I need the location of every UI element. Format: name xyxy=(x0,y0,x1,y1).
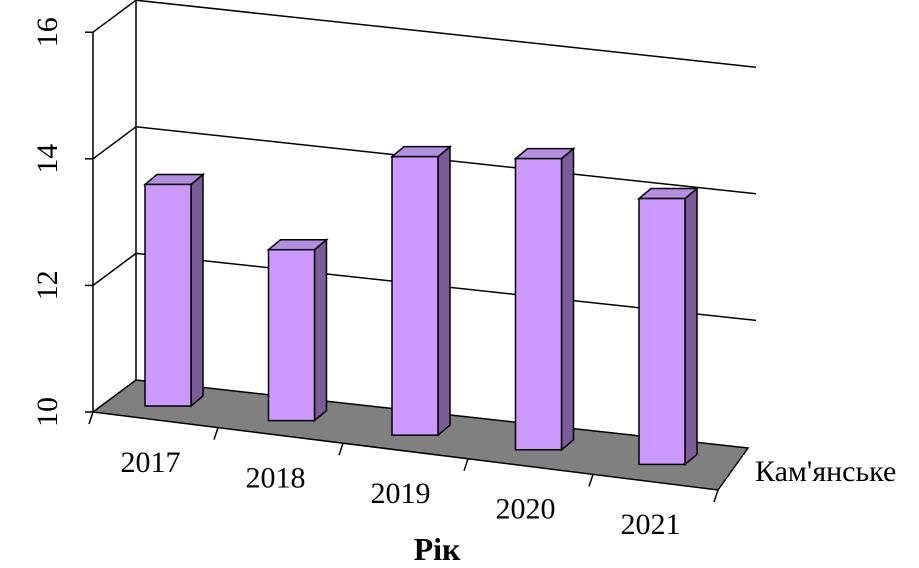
x-tick-label-2018: 2018 xyxy=(246,461,306,494)
x-tick xyxy=(213,427,219,440)
bar-2018 xyxy=(266,238,329,423)
bar-2019 xyxy=(389,145,453,437)
x-tick-label-2020: 2020 xyxy=(496,493,556,526)
y-tick-label: 14 xyxy=(31,144,64,174)
bar-side-2021 xyxy=(684,186,698,467)
bar-front-2019 xyxy=(391,155,439,436)
bar-front-2021 xyxy=(638,197,686,466)
series-label: Кам'янське xyxy=(755,455,896,488)
y-tick-label: 12 xyxy=(31,270,64,300)
gridline-16 xyxy=(135,0,757,68)
x-tick-label-2017: 2017 xyxy=(121,446,181,479)
side-gridline-14 xyxy=(92,126,137,160)
side-gridline-16 xyxy=(92,0,137,33)
bar-front-2020 xyxy=(514,157,563,451)
axes xyxy=(85,0,719,503)
y-tick-label: 16 xyxy=(31,17,64,47)
x-tick xyxy=(88,411,94,425)
bar-front-2017 xyxy=(144,183,192,407)
x-tick xyxy=(338,442,344,456)
side-gridline-12 xyxy=(92,252,137,287)
tick-labels: 10 12 14 16 2017 2018 2019 2020 2021 xyxy=(31,17,681,541)
bar-2021 xyxy=(636,186,700,467)
y-tick-label: 10 xyxy=(31,397,64,427)
x-tick-label-2021: 2021 xyxy=(621,508,681,541)
bar-2020 xyxy=(513,147,576,452)
bars xyxy=(142,145,700,467)
x-tick xyxy=(713,489,719,503)
bar-side-2020 xyxy=(560,147,575,452)
bar-2017 xyxy=(142,172,206,408)
bar-front-2018 xyxy=(267,248,316,422)
x-axis-title: Рік xyxy=(414,531,461,567)
x-tick xyxy=(588,474,594,487)
x-tick xyxy=(463,458,469,472)
bar-side-2018 xyxy=(313,238,328,423)
x-tick-label-2019: 2019 xyxy=(371,477,431,510)
bar-side-2019 xyxy=(437,145,451,437)
bar-side-2017 xyxy=(190,172,204,408)
